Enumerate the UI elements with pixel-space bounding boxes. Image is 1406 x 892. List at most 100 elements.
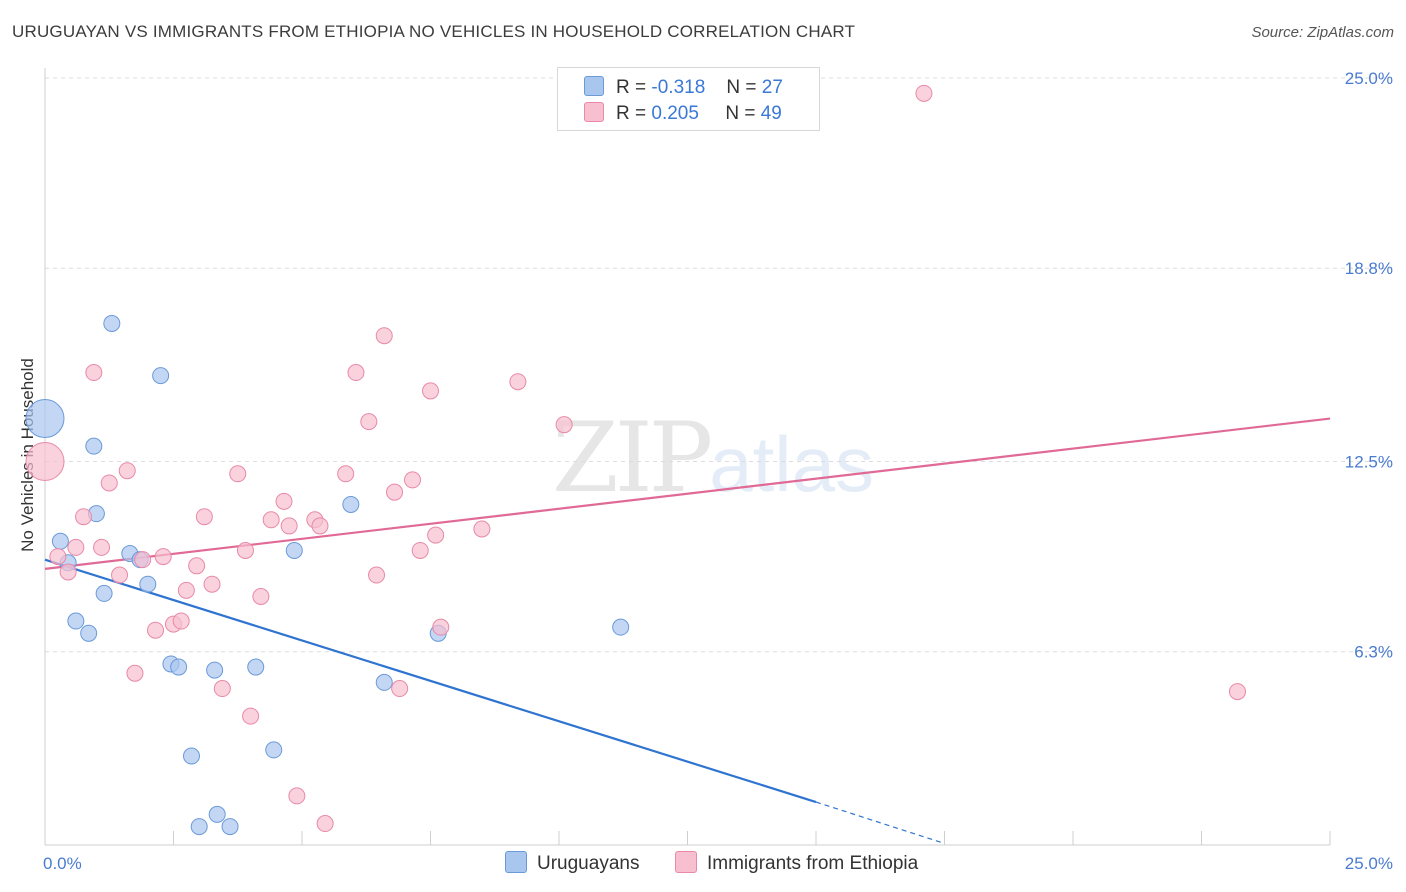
trend-line-uruguayans bbox=[44, 558, 817, 804]
bottom-legend-swatch-uruguayans bbox=[505, 851, 527, 873]
point-ethiopia bbox=[1228, 683, 1246, 701]
point-ethiopia bbox=[177, 581, 195, 599]
point-ethiopia bbox=[85, 364, 103, 382]
point-uruguayan bbox=[285, 541, 303, 559]
point-ethiopia bbox=[126, 664, 144, 682]
point-ethiopia bbox=[288, 787, 306, 805]
point-ethiopia bbox=[154, 548, 172, 566]
point-uruguayan bbox=[51, 532, 69, 550]
watermark-atlas: atlas bbox=[709, 420, 874, 508]
point-ethiopia bbox=[337, 465, 355, 483]
point-ethiopia bbox=[25, 442, 65, 481]
point-ethiopia bbox=[93, 538, 111, 556]
point-ethiopia bbox=[411, 541, 429, 559]
tick-labels: 6.3% 12.5% 18.8% 25.0% 0.0% 25.0% bbox=[43, 69, 1393, 873]
chart-title: URUGUAYAN VS IMMIGRANTS FROM ETHIOPIA NO… bbox=[12, 22, 856, 41]
point-ethiopia bbox=[118, 462, 136, 480]
legend-n-value: 27 bbox=[761, 77, 783, 98]
point-ethiopia bbox=[427, 526, 445, 544]
point-ethiopia bbox=[509, 373, 527, 391]
point-ethiopia bbox=[375, 327, 393, 345]
point-uruguayan bbox=[265, 741, 283, 759]
point-uruguayan bbox=[342, 495, 360, 513]
point-ethiopia bbox=[311, 517, 329, 535]
point-ethiopia bbox=[368, 566, 386, 584]
y-tick-label: 18.8% bbox=[1345, 259, 1393, 278]
point-ethiopia bbox=[347, 364, 365, 382]
bottom-legend-swatch-ethiopia bbox=[675, 851, 697, 873]
point-uruguayan bbox=[95, 584, 113, 602]
point-ethiopia bbox=[49, 548, 67, 566]
point-uruguayan bbox=[221, 818, 239, 836]
point-uruguayan bbox=[25, 399, 65, 439]
x-tick-label: 0.0% bbox=[43, 854, 82, 873]
point-ethiopia bbox=[252, 587, 270, 605]
point-ethiopia bbox=[100, 474, 118, 492]
point-uruguayan bbox=[170, 658, 188, 676]
watermark-zip: ZIP bbox=[552, 402, 713, 514]
legend-row-uruguayans: R = -0.318 N = 27 bbox=[584, 76, 783, 100]
point-uruguayan bbox=[67, 612, 85, 630]
bottom-legend-ethiopia: Immigrants from Ethiopia bbox=[675, 851, 918, 875]
bottom-legend-uruguayans: Uruguayans bbox=[505, 851, 639, 875]
data-points bbox=[25, 84, 1246, 836]
point-ethiopia bbox=[422, 382, 439, 400]
point-uruguayan bbox=[139, 575, 157, 593]
point-ethiopia bbox=[229, 465, 247, 483]
point-uruguayan bbox=[247, 658, 265, 676]
y-tick-label: 25.0% bbox=[1345, 69, 1393, 88]
legend-r-label: R = bbox=[616, 77, 647, 98]
zipatlas-watermark: ZIPatlas bbox=[552, 402, 874, 514]
legend-r-value: -0.318 bbox=[651, 77, 706, 98]
point-uruguayan bbox=[208, 805, 226, 823]
point-ethiopia bbox=[473, 520, 491, 538]
point-uruguayan bbox=[206, 661, 224, 679]
grid-lines bbox=[45, 77, 1392, 653]
point-uruguayan bbox=[152, 367, 170, 385]
point-uruguayan bbox=[85, 437, 103, 455]
legend-swatch-uruguayans bbox=[584, 76, 604, 96]
point-uruguayan bbox=[190, 818, 208, 836]
legend-n-value: 49 bbox=[760, 103, 782, 124]
y-tick-label: 12.5% bbox=[1345, 453, 1393, 472]
legend-r-label: R = bbox=[616, 103, 647, 124]
point-ethiopia bbox=[280, 517, 298, 535]
point-ethiopia bbox=[404, 471, 422, 489]
y-tick-label: 6.3% bbox=[1354, 643, 1393, 662]
point-ethiopia bbox=[316, 815, 334, 833]
point-ethiopia bbox=[275, 492, 293, 510]
point-ethiopia bbox=[386, 483, 404, 501]
point-uruguayan bbox=[80, 624, 98, 642]
trend-line-extension bbox=[815, 801, 945, 845]
point-ethiopia bbox=[391, 680, 409, 698]
point-ethiopia bbox=[236, 541, 254, 559]
point-ethiopia bbox=[111, 566, 129, 584]
legend-n-label: N = bbox=[725, 103, 756, 124]
point-ethiopia bbox=[360, 413, 378, 431]
point-ethiopia bbox=[147, 621, 165, 639]
axes bbox=[44, 68, 1331, 846]
source-label: Source: ZipAtlas.com bbox=[1251, 24, 1394, 41]
legend-n-label: N = bbox=[726, 77, 757, 98]
correlation-legend: R = -0.318 N = 27 R = 0.205 N = 49 bbox=[557, 67, 820, 131]
point-ethiopia bbox=[67, 538, 85, 556]
point-ethiopia bbox=[203, 575, 221, 593]
point-uruguayan bbox=[103, 314, 121, 332]
point-ethiopia bbox=[195, 508, 213, 526]
legend-r-value: 0.205 bbox=[651, 103, 699, 124]
point-ethiopia bbox=[134, 551, 152, 569]
trend-line-ethiopia bbox=[44, 417, 1331, 570]
point-ethiopia bbox=[432, 618, 450, 636]
point-ethiopia bbox=[75, 508, 93, 526]
point-ethiopia bbox=[59, 563, 77, 581]
legend-row-ethiopia: R = 0.205 N = 49 bbox=[584, 102, 782, 126]
bottom-legend-label: Uruguayans bbox=[537, 853, 640, 874]
point-ethiopia bbox=[555, 416, 573, 434]
point-uruguayan bbox=[375, 673, 393, 691]
point-ethiopia bbox=[242, 707, 260, 725]
x-tick-label: 25.0% bbox=[1345, 854, 1393, 873]
trend-lines bbox=[44, 417, 1331, 845]
point-ethiopia bbox=[172, 612, 190, 630]
point-ethiopia bbox=[188, 557, 206, 575]
